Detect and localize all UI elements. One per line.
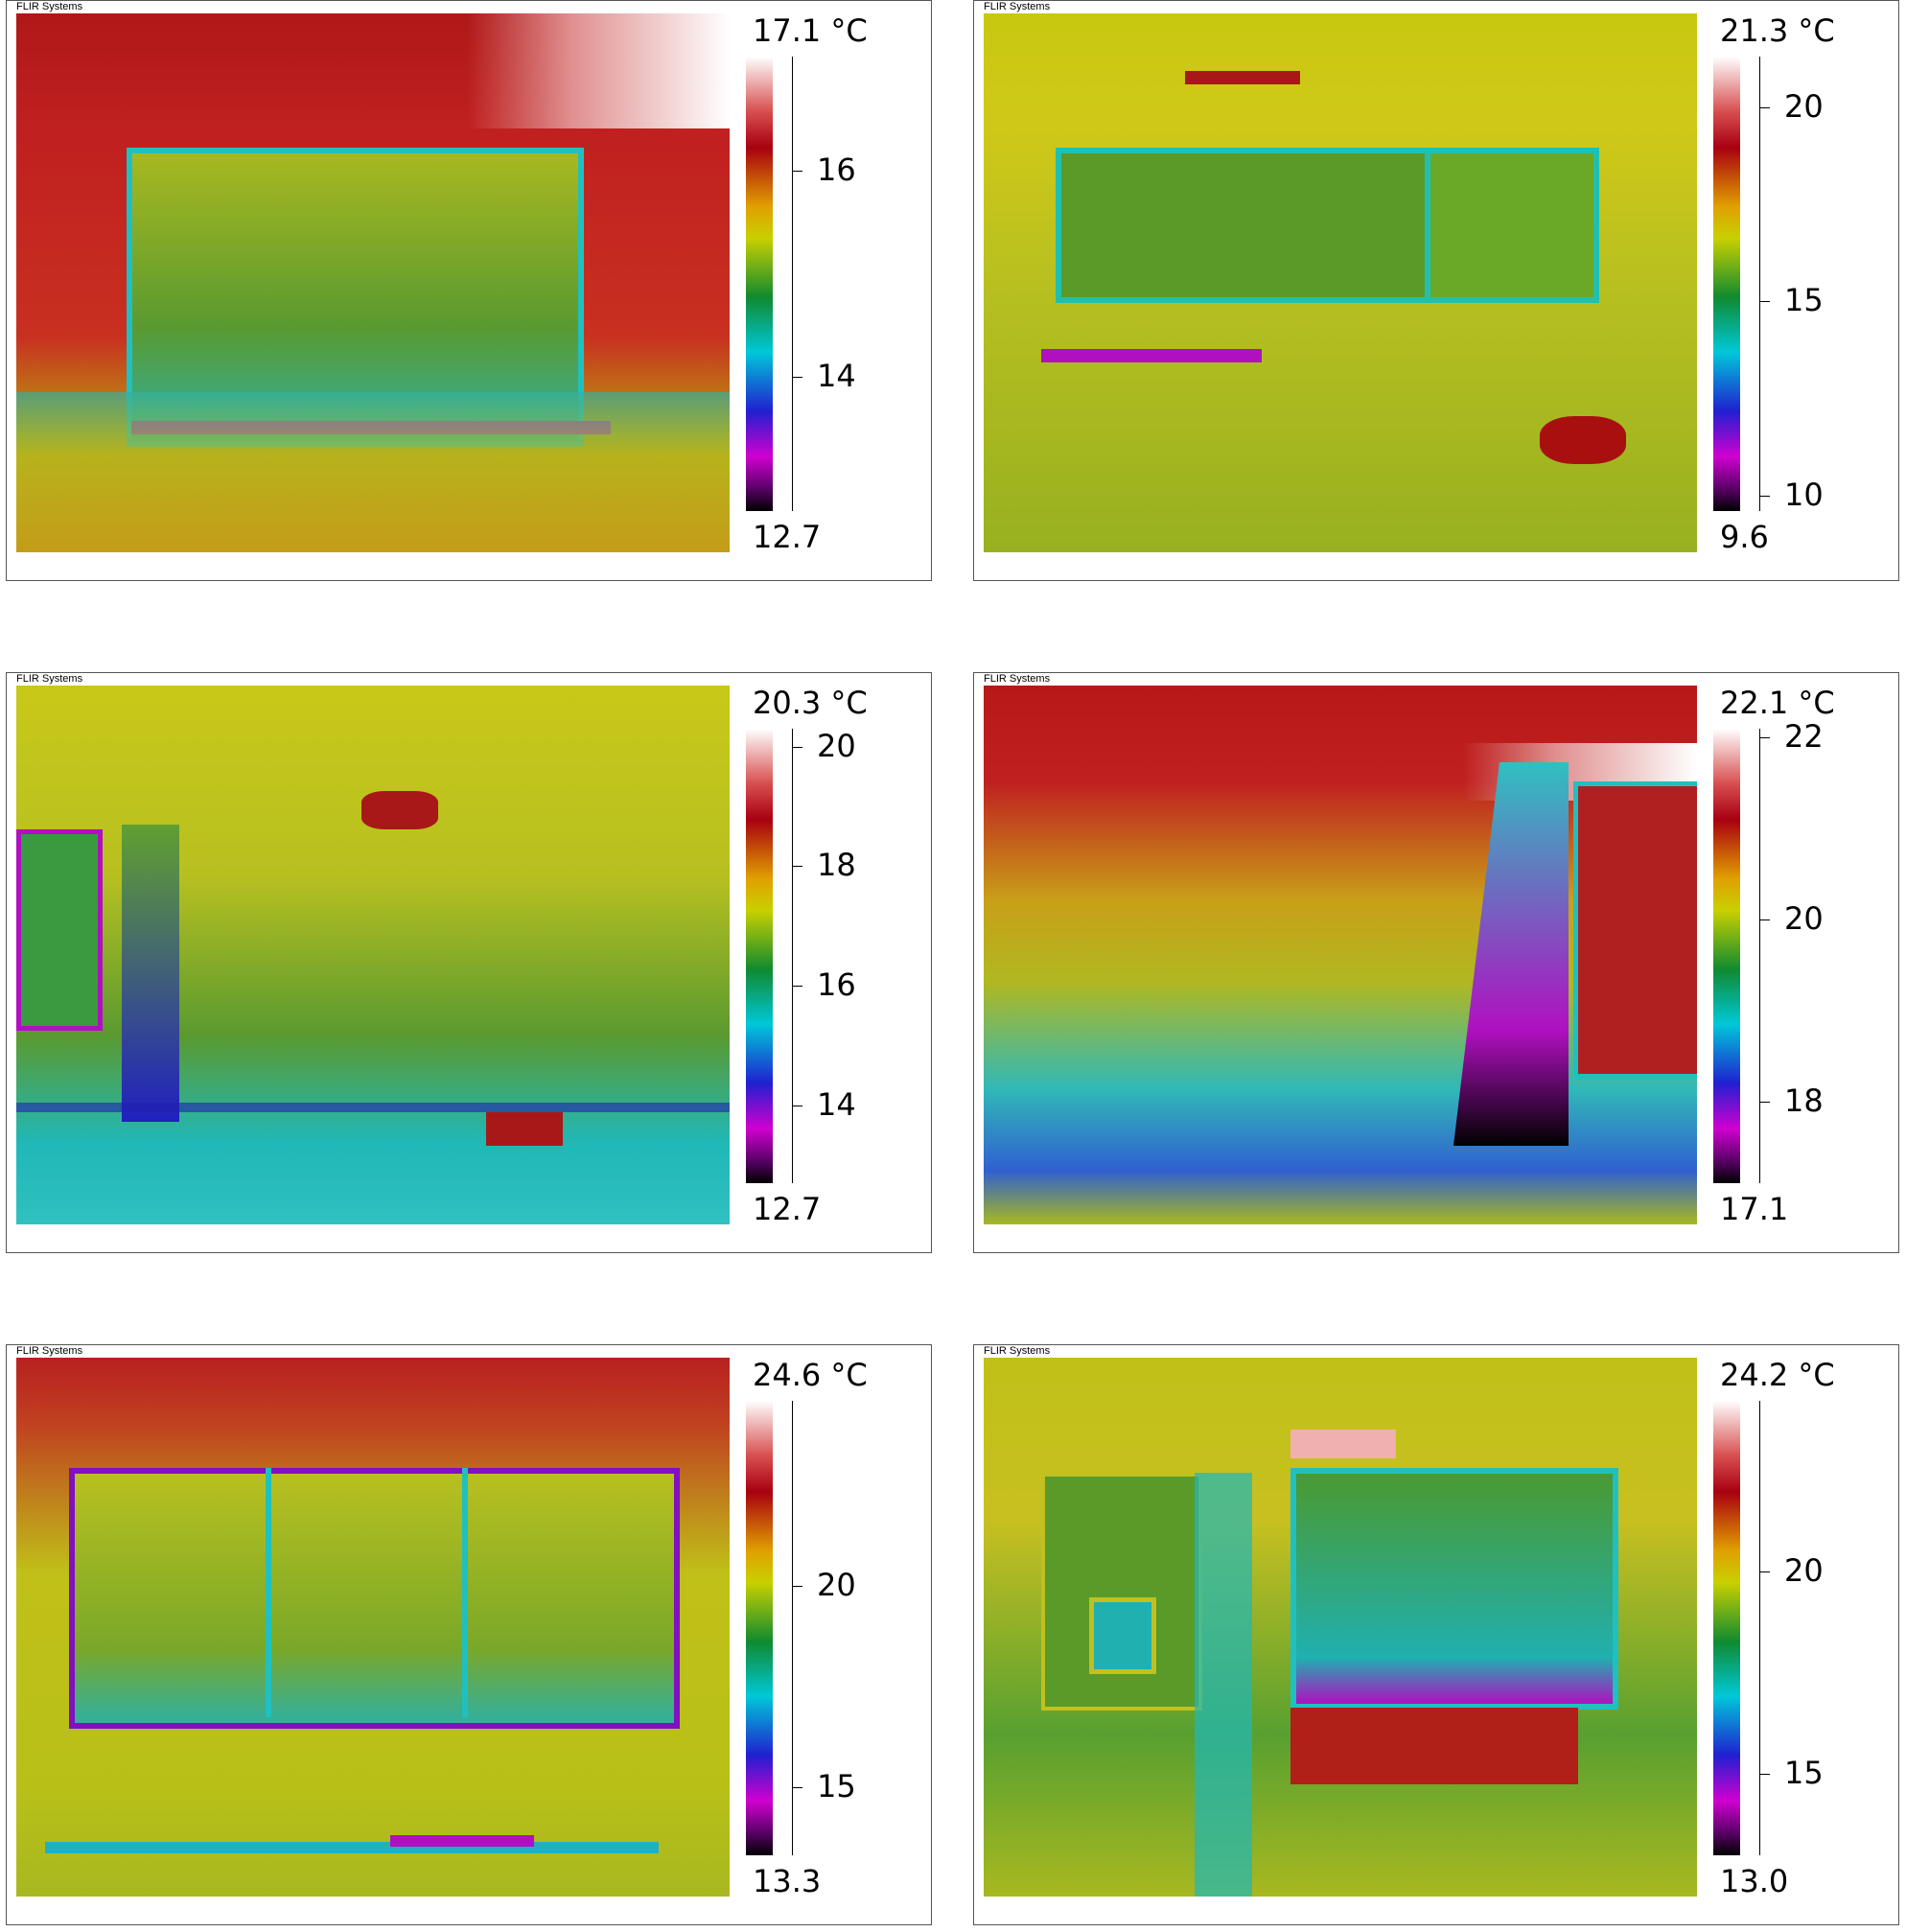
mullion	[462, 1468, 468, 1717]
colorbar-axis	[792, 57, 793, 511]
brand-label: FLIR Systems	[16, 673, 83, 685]
colorbar-max-label: 21.3 °C	[1720, 12, 1835, 49]
tick-mark	[1760, 1774, 1770, 1776]
thermal-image	[16, 13, 730, 552]
tick-label: 16	[817, 151, 856, 188]
colorbar	[746, 1401, 773, 1855]
thermal-image	[984, 686, 1697, 1224]
thermal-image	[16, 686, 730, 1224]
window	[69, 1468, 680, 1729]
window	[16, 829, 103, 1031]
spot	[486, 1112, 563, 1146]
colorbar-min-label: 12.7	[753, 1191, 822, 1227]
colorbar	[1713, 57, 1740, 511]
door	[1453, 762, 1569, 1146]
light	[467, 13, 730, 128]
colorbar	[746, 57, 773, 511]
tick-mark	[793, 1786, 802, 1788]
panel-box	[1089, 1597, 1156, 1674]
tick-label: 10	[1784, 476, 1824, 513]
tick-label: 22	[1784, 718, 1824, 756]
colorbar	[1713, 1401, 1740, 1855]
mullion	[266, 1468, 271, 1717]
tick-label: 15	[817, 1767, 856, 1804]
colorbar-min-label: 12.7	[753, 519, 822, 555]
sill	[1041, 349, 1262, 362]
tick-mark	[1760, 106, 1770, 108]
brand-label: FLIR Systems	[984, 673, 1051, 685]
tick-label: 15	[1784, 282, 1824, 319]
tick-mark	[793, 746, 802, 748]
colorbar-min-label: 17.1	[1720, 1191, 1789, 1227]
vent	[1185, 71, 1300, 84]
tick-label: 15	[1784, 1755, 1824, 1792]
colorbar-min-label: 9.6	[1720, 519, 1769, 555]
tick-label: 20	[817, 727, 856, 764]
colorbar-min-label: 13.0	[1720, 1863, 1789, 1899]
tick-label: 16	[817, 966, 856, 1004]
thermal-panel: FLIR Systems 17.1 °C 12.7 14 16	[6, 0, 932, 581]
tick-mark	[1760, 301, 1770, 303]
vent	[361, 791, 438, 829]
tick-label: 20	[1784, 1551, 1824, 1589]
tick-mark	[1760, 919, 1770, 921]
colorbar	[1713, 729, 1740, 1183]
thermal-image	[16, 1358, 730, 1897]
edge	[16, 1103, 730, 1112]
door	[1041, 1473, 1202, 1711]
colorbar-axis	[792, 1401, 793, 1855]
tick-label: 18	[1784, 1082, 1824, 1119]
thermal-panel: FLIR Systems 22.1 °C 17.1 18 20 22	[973, 672, 1899, 1253]
brand-label: FLIR Systems	[984, 1345, 1051, 1357]
tick-mark	[1760, 737, 1770, 739]
tick-mark	[1760, 495, 1770, 497]
tick-label: 20	[1784, 87, 1824, 125]
colorbar-axis	[1759, 729, 1760, 1183]
light	[1290, 1430, 1396, 1458]
tick-label: 14	[817, 1085, 856, 1123]
brand-label: FLIR Systems	[16, 1, 83, 12]
tick-mark	[1760, 1101, 1770, 1103]
colorbar-axis	[1759, 1401, 1760, 1855]
pillar	[122, 825, 179, 1122]
sill	[45, 1842, 659, 1853]
radiator	[1290, 1708, 1578, 1784]
window	[1573, 781, 1697, 1079]
thermal-panel: FLIR Systems 24.2 °C 13.0 15 20	[973, 1344, 1899, 1925]
tick-mark	[793, 986, 802, 988]
tick-mark	[793, 866, 802, 868]
colorbar-max-label: 22.1 °C	[1720, 685, 1835, 721]
colorbar-max-label: 24.6 °C	[753, 1357, 868, 1393]
colorbar-axis	[1759, 57, 1760, 511]
colorbar-max-label: 17.1 °C	[753, 12, 868, 49]
tick-mark	[793, 376, 802, 378]
window	[1290, 1468, 1618, 1710]
brand-label: FLIR Systems	[16, 1345, 83, 1357]
tick-label: 20	[817, 1566, 856, 1603]
sill	[390, 1835, 534, 1847]
colorbar-axis	[792, 729, 793, 1183]
thermal-image	[984, 13, 1697, 552]
tick-label: 14	[817, 357, 856, 394]
spot	[1540, 416, 1626, 464]
thermal-image	[984, 1358, 1697, 1897]
floor	[16, 392, 730, 552]
tick-mark	[793, 1585, 802, 1587]
window	[1425, 148, 1599, 303]
tick-mark	[1760, 1571, 1770, 1572]
colorbar	[746, 729, 773, 1183]
thermal-panel: FLIR Systems 20.3 °C 12.7 14 16 18 20	[6, 672, 932, 1253]
colorbar-max-label: 20.3 °C	[753, 685, 868, 721]
thermal-panel: FLIR Systems 21.3 °C 9.6 10 15 20	[973, 0, 1899, 581]
thermal-panel: FLIR Systems 24.6 °C 13.3 15 20	[6, 1344, 932, 1925]
brand-label: FLIR Systems	[984, 1, 1051, 12]
tick-mark	[793, 170, 802, 172]
window	[1056, 148, 1460, 303]
tick-label: 20	[1784, 900, 1824, 938]
colorbar-min-label: 13.3	[753, 1863, 822, 1899]
colorbar-max-label: 24.2 °C	[1720, 1357, 1835, 1393]
tick-label: 18	[817, 847, 856, 884]
column	[1195, 1473, 1252, 1897]
